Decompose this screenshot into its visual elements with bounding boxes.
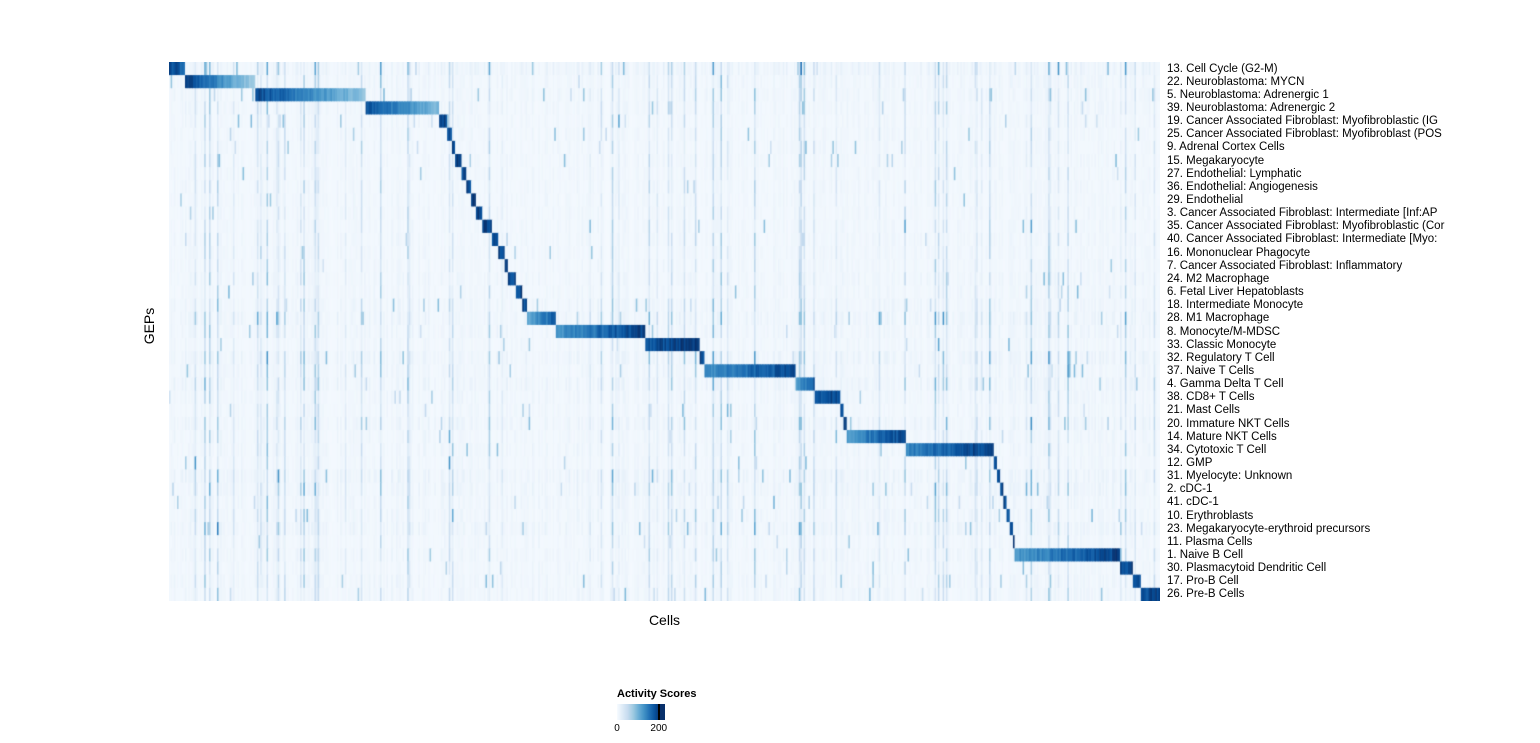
row-label: 7. Cancer Associated Fibroblast: Inflamm…	[1167, 259, 1403, 272]
row-labels: 13. Cell Cycle (G2-M) 22. Neuroblastoma: …	[1167, 62, 1540, 601]
heatmap-canvas	[169, 62, 1160, 601]
row-label: 40. Cancer Associated Fibroblast: Interm…	[1167, 233, 1438, 246]
row-label: 3. Cancer Associated Fibroblast: Interme…	[1167, 207, 1438, 220]
row-label: 10. Erythroblasts	[1167, 509, 1254, 522]
row-label: 29. Endothelial	[1167, 194, 1244, 207]
row-label: 22. Neuroblastoma: MYCN	[1167, 75, 1305, 88]
colorbar-legend: Activity Scores 0 200	[614, 688, 737, 735]
colorbar-tick-labels: 0 200	[614, 723, 668, 735]
row-label: 32. Regulatory T Cell	[1167, 351, 1275, 364]
row-label: 14. Mature NKT Cells	[1167, 430, 1277, 443]
row-label: 9. Adrenal Cortex Cells	[1167, 141, 1285, 154]
row-label: 36. Endothelial: Angiogenesis	[1167, 180, 1318, 193]
y-axis-label: GEPs	[141, 307, 157, 345]
colorbar-gradient	[617, 704, 665, 720]
row-label: 19. Cancer Associated Fibroblast: Myofib…	[1167, 115, 1439, 128]
row-label: 37. Naive T Cells	[1167, 364, 1255, 377]
row-label: 34. Cytotoxic T Cell	[1167, 443, 1267, 456]
row-label: 11. Plasma Cells	[1167, 535, 1253, 548]
row-label: 41. cDC-1	[1167, 496, 1219, 509]
row-label: 16. Mononuclear Phagocyte	[1167, 246, 1311, 259]
row-label: 28. M1 Macrophage	[1167, 312, 1270, 325]
row-label: 25. Cancer Associated Fibroblast: Myofib…	[1167, 128, 1442, 141]
row-label: 13. Cell Cycle (G2-M)	[1167, 62, 1278, 75]
row-label: 17. Pro-B Cell	[1167, 575, 1239, 588]
row-label: 35. Cancer Associated Fibroblast: Myofib…	[1167, 220, 1445, 233]
row-label: 23. Megakaryocyte-erythroid precursors	[1167, 522, 1371, 535]
colorbar-200-label: 200	[650, 723, 668, 734]
row-label: 26. Pre-B Cells	[1167, 588, 1245, 601]
colorbar-tick-mark	[657, 704, 660, 720]
x-axis-label: Cells	[648, 612, 681, 628]
row-label: 4. Gamma Delta T Cell	[1167, 378, 1284, 391]
row-label: 39. Neuroblastoma: Adrenergic 2	[1167, 102, 1336, 114]
colorbar-min-label: 0	[614, 723, 620, 734]
row-label: 20. Immature NKT Cells	[1167, 417, 1290, 430]
row-label: 6. Fetal Liver Hepatoblasts	[1167, 286, 1304, 299]
row-label: 33. Classic Monocyte	[1167, 338, 1277, 351]
row-label: 21. Mast Cells	[1167, 404, 1240, 417]
row-label: 18. Intermediate Monocyte	[1167, 299, 1304, 312]
row-label: 24. M2 Macrophage	[1167, 272, 1270, 285]
row-label: 12. GMP	[1167, 456, 1213, 469]
row-label: 15. Megakaryocyte	[1167, 154, 1265, 167]
row-label: 5. Neuroblastoma: Adrenergic 1	[1167, 88, 1329, 101]
row-label: 31. Myelocyte: Unknown	[1167, 470, 1293, 483]
row-label: 1. Naive B Cell	[1167, 548, 1244, 561]
row-label: 30. Plasmacytoid Dendritic Cell	[1167, 562, 1327, 575]
row-label: 8. Monocyte/M-MDSC	[1167, 325, 1281, 338]
row-label: 27. Endothelial: Lymphatic	[1167, 167, 1302, 180]
legend-title: Activity Scores	[617, 688, 697, 700]
row-label: 2. cDC-1	[1167, 483, 1213, 496]
row-label: 38. CD8+ T Cells	[1167, 391, 1255, 404]
